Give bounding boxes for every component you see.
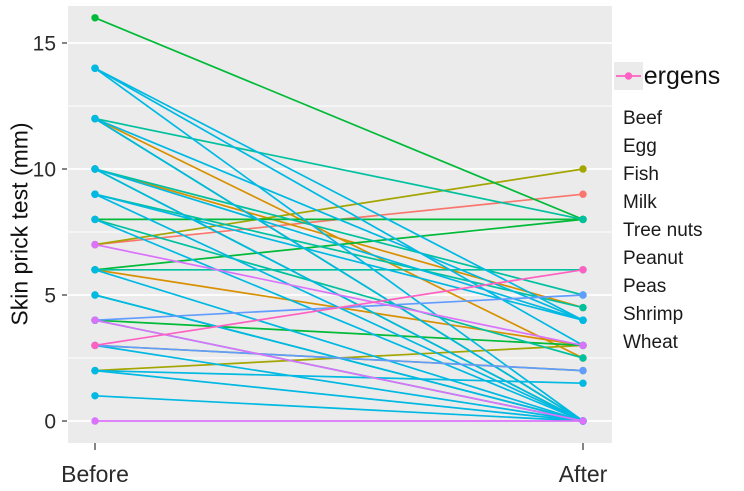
- data-point-peanut-before: [91, 190, 99, 198]
- legend-label-shrimp: Shrimp: [623, 304, 684, 325]
- slope-line-peanut: [94, 394, 584, 422]
- data-point-shrimp-after: [579, 417, 587, 425]
- legend-label-fish: Fish: [623, 164, 659, 185]
- legend-label-peas: Peas: [623, 276, 667, 297]
- legend-item-shrimp: Shrimp: [614, 62, 720, 329]
- slope-line-wheat: [94, 268, 584, 347]
- data-point-fish-after: [579, 165, 587, 173]
- slope-line-peanut: [94, 369, 584, 422]
- y-tick-label: 5: [44, 284, 56, 307]
- legend-item-beef: Beef: [614, 62, 720, 133]
- data-point-milk-before: [91, 14, 99, 22]
- data-point-wheat-before: [91, 341, 99, 350]
- data-point-peanut-before: [91, 165, 99, 173]
- data-point-peanut-after: [579, 379, 587, 387]
- data-point-peanut-before: [91, 64, 99, 72]
- data-point-peanut-before: [91, 291, 99, 299]
- slope-line-tree-nuts: [94, 117, 584, 221]
- data-point-beef-after: [579, 190, 587, 198]
- legend-item-peanut: Peanut: [614, 62, 720, 273]
- slope-line-tree-nuts: [94, 168, 584, 296]
- data-point-peanut-before: [91, 114, 99, 123]
- legend-label-tree-nuts: Tree nuts: [623, 220, 703, 241]
- data-point-peanut-before: [91, 215, 99, 224]
- slope-line-peanut: [94, 168, 584, 322]
- legend-item-peas: Peas: [614, 62, 720, 301]
- data-point-peanut-before: [91, 366, 99, 375]
- slope-line-peanut: [94, 268, 584, 422]
- slope-line-shrimp: [94, 319, 584, 422]
- data-point-tree-nuts-after: [579, 215, 587, 224]
- legend-item-fish: Fish: [614, 62, 720, 189]
- legend-key-wheat: [614, 62, 643, 90]
- data-point-peas-after: [579, 366, 587, 375]
- legend-item-egg: Egg: [614, 62, 720, 161]
- slope-line-peanut: [94, 117, 584, 321]
- legend-label-peanut: Peanut: [623, 248, 684, 269]
- legend: Allergens Beef Egg Fish Milk Tree nuts Peanut…: [614, 62, 720, 357]
- y-axis-title: Skin prick test (mm): [6, 122, 33, 326]
- slope-line-tree-nuts: [94, 218, 584, 359]
- slope-line-peanut: [94, 218, 584, 422]
- data-point-peanut-before: [91, 392, 99, 400]
- data-point-peanut-after: [579, 316, 587, 324]
- data-point-shrimp-before: [91, 316, 99, 324]
- legend-items: Beef Egg Fish Milk Tree nuts Peanut Peas Shrimp…: [614, 62, 720, 357]
- slope-line-peanut: [94, 369, 584, 385]
- x-tick-label-before: Before: [61, 461, 129, 487]
- data-point-tree-nuts-after: [579, 303, 587, 312]
- legend-item-milk: Milk: [614, 62, 720, 217]
- slope-line-egg: [94, 117, 584, 359]
- data-point-peas-after: [579, 291, 587, 299]
- slope-line-peanut: [94, 117, 584, 422]
- data-point-wheat-after: [579, 266, 587, 274]
- slope-line-peanut: [94, 344, 584, 422]
- data-point-shrimp-before: [91, 417, 99, 425]
- data-point-shrimp-before: [91, 240, 99, 249]
- legend-item-tree-nuts: Tree nuts: [614, 62, 720, 245]
- legend-label-beef: Beef: [623, 108, 663, 129]
- legend-item-wheat: Wheat: [614, 62, 720, 357]
- y-tick-label: 0: [44, 410, 56, 433]
- data-point-shrimp-after: [579, 341, 587, 350]
- slope-line-milk: [94, 319, 584, 347]
- legend-label-wheat: Wheat: [623, 332, 678, 353]
- y-tick-label: 15: [33, 32, 56, 55]
- slope-line-shrimp: [94, 243, 584, 347]
- legend-label-egg: Egg: [623, 136, 657, 157]
- slope-line-tree-nuts: [94, 193, 584, 309]
- data-point-peanut-before: [91, 266, 99, 274]
- slope-line-peas: [94, 344, 584, 372]
- legend-label-milk: Milk: [623, 192, 657, 213]
- x-tick-label-after: After: [558, 461, 608, 487]
- y-tick-label: 10: [33, 158, 56, 181]
- data-point-tree-nuts-after: [579, 354, 587, 362]
- slope-line-milk: [94, 17, 584, 221]
- slope-line-peanut: [94, 67, 584, 321]
